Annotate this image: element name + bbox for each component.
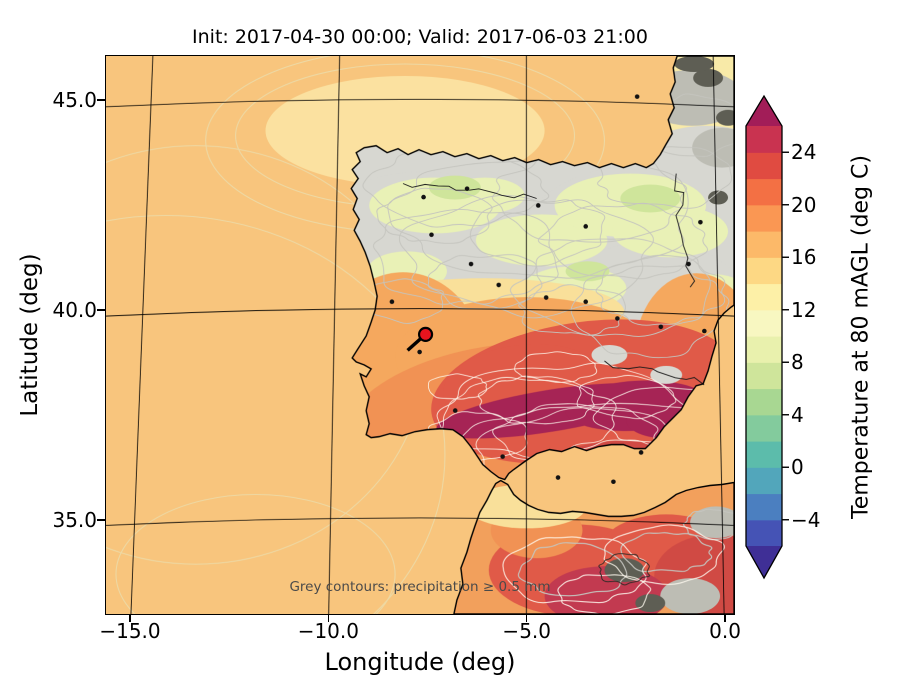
- y-tick-label: 45.0: [52, 87, 97, 112]
- precipitation-note: Grey contours: precipitation ≥ 0.5 mm: [289, 579, 551, 595]
- y-tick-mark: [97, 99, 105, 101]
- x-tick-label: −5.0: [502, 619, 552, 643]
- colorbar-tick-label: 8: [791, 350, 804, 375]
- y-tick-label: 35.0: [52, 508, 97, 533]
- colorbar-label: Temperature at 80 mAGL (deg C): [848, 155, 874, 519]
- y-tick-label: 40.0: [52, 298, 97, 322]
- y-axis-label: Latitude (deg): [17, 253, 43, 417]
- colorbar-tick-label: 16: [791, 245, 817, 270]
- colorbar-tick-label: −4: [791, 507, 821, 532]
- colorbar-tick-label: 20: [791, 192, 817, 217]
- x-axis-label: Longitude (deg): [324, 648, 516, 676]
- x-tick-label: −15.0: [99, 619, 161, 643]
- plot-title: Init: 2017-04-30 00:00; Valid: 2017-06-0…: [192, 26, 648, 48]
- map-plot-area: Grey contours: precipitation ≥ 0.5 mm: [105, 55, 735, 615]
- temperature-map-canvas: [106, 56, 734, 614]
- x-tick-label: 0.0: [709, 619, 741, 643]
- x-tick-label: −10.0: [297, 619, 359, 643]
- x-tick-mark: [129, 615, 131, 622]
- x-tick-mark: [724, 615, 726, 622]
- colorbar-tick-label: 12: [791, 297, 817, 322]
- x-tick-mark: [327, 615, 330, 622]
- colorbar-tick-label: 24: [791, 140, 817, 165]
- colorbar-tick-label: 0: [791, 455, 804, 480]
- y-tick-mark: [97, 519, 105, 521]
- colorbar-tick-label: 4: [791, 402, 804, 427]
- x-tick-mark: [525, 615, 528, 622]
- y-tick-mark: [97, 309, 105, 311]
- colorbar: [745, 94, 789, 580]
